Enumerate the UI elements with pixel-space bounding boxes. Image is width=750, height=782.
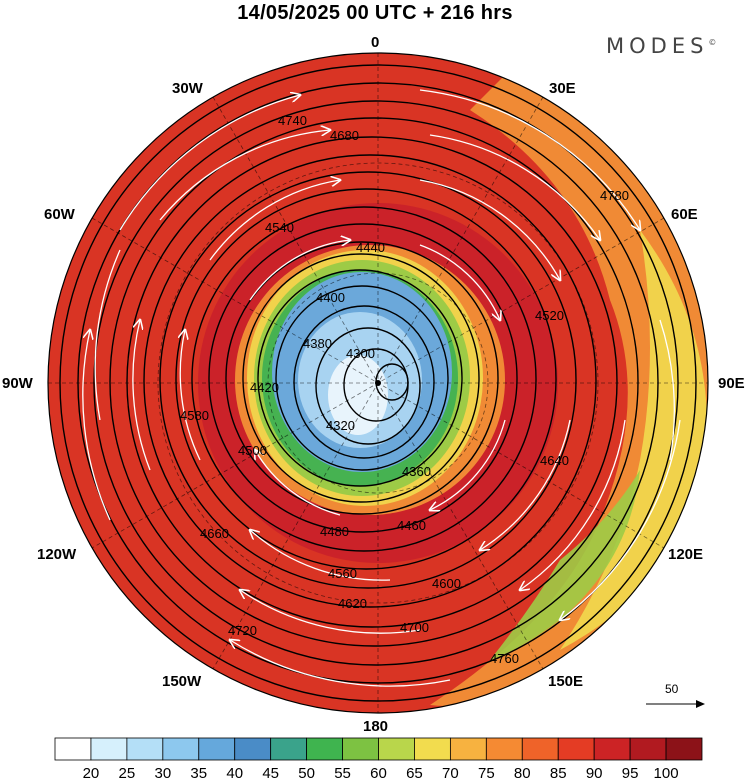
lon-label-60e: 60E [671,206,698,223]
lon-label-30w: 30W [172,80,203,97]
colorbar-swatch [378,737,415,761]
colorbar-tick-label: 85 [549,765,567,782]
lon-label-90w: 90W [2,375,33,392]
colorbar-swatch [126,737,164,761]
contour-label: 4640 [540,453,569,468]
contour-label: 4780 [600,188,629,203]
contour-label: 4480 [320,524,349,539]
reference-vector-arrow [646,700,705,708]
chart-title: 14/05/2025 00 UTC + 216 hrs [237,2,513,24]
brand-logo: MODES© [606,34,716,58]
colorbar-swatch [485,737,523,761]
contour-label: 4680 [330,128,359,143]
contour-label: 4720 [228,623,257,638]
colorbar-swatch [414,737,451,761]
colorbar-swatch [90,737,128,761]
contour-label: 4380 [303,336,332,351]
colorbar-swatch [593,737,631,761]
height-contours [59,64,697,702]
contour-label: 4520 [535,308,564,323]
colorbar-swatch [306,737,343,761]
contour-label: 4320 [326,418,355,433]
wind-streamlines [82,89,681,687]
lon-label-90e: 90E [718,375,745,392]
lon-label-120e: 120E [668,546,704,563]
contour-label: 4580 [180,408,209,423]
colorbar-tick-label: 35 [190,765,208,782]
lon-label-180: 180 [363,718,389,735]
contour-label: 4560 [328,566,357,581]
colorbar-tick-label: 55 [334,765,351,782]
contour-label: 4420 [250,380,279,395]
lon-label-60w: 60W [44,206,75,223]
colorbar-swatch [342,737,379,761]
colorbar-tick-label: 60 [370,765,387,782]
colorbar-tick-label: 70 [442,765,459,782]
colorbar [54,737,703,761]
contour-label: 4700 [400,620,429,635]
colorbar-swatch [665,737,703,761]
low-centre-marker [375,380,381,386]
contour-label: 4360 [402,464,431,479]
map-boundary [47,52,709,714]
contour-label: 4400 [316,290,345,305]
lon-label-150w: 150W [162,673,202,690]
contour-label: 4740 [278,113,307,128]
lon-label-30e: 30E [549,80,576,97]
colorbar-swatch [449,737,487,761]
colorbar-tick-label: 25 [118,765,136,782]
contour-label-layer: 4300 4320 4380 4360 4400 4420 4440 4460 … [180,113,629,666]
colorbar-tick-label: 65 [406,765,423,782]
colorbar-tick-label: 75 [477,765,495,782]
contour-label: 4460 [397,518,426,533]
colorbar-swatch [521,737,559,761]
contour-label: 4620 [338,596,367,611]
lon-label-120w: 120W [37,546,77,563]
contour-label: 4660 [200,526,229,541]
colorbar-tick-label: 45 [262,765,279,782]
colorbar-tick-label: 30 [154,765,172,782]
colorbar-swatch [234,737,272,761]
contour-label: 4600 [432,576,461,591]
colorbar-tick-label: 90 [585,765,603,782]
contour-label: 4760 [490,651,519,666]
colorbar-tick-label: 50 [298,765,315,782]
colorbar-swatch [162,737,200,761]
brand-name: MODES [606,34,709,58]
copyright-mark: © [708,38,717,47]
colorbar-swatch [198,737,236,761]
reference-vector-label: 50 [665,682,679,696]
colorbar-tick-label: 100 [653,765,679,782]
colorbar-tick-label: 95 [621,765,639,782]
lon-label-0: 0 [371,34,380,51]
colorbar-tick-label: 40 [226,765,244,782]
contour-label: 4540 [265,220,294,235]
colorbar-swatch [270,737,308,761]
colorbar-swatch [629,737,667,761]
humidity-field [48,53,708,713]
colorbar-swatch [54,737,92,761]
colorbar-tick-label: 80 [513,765,531,782]
colorbar-tick-label: 20 [82,765,100,782]
lon-label-150e: 150E [548,673,584,690]
colorbar-swatch [557,737,595,761]
contour-label: 4300 [346,346,375,361]
contour-label: 4500 [238,443,267,458]
contour-label: 4440 [356,240,385,255]
